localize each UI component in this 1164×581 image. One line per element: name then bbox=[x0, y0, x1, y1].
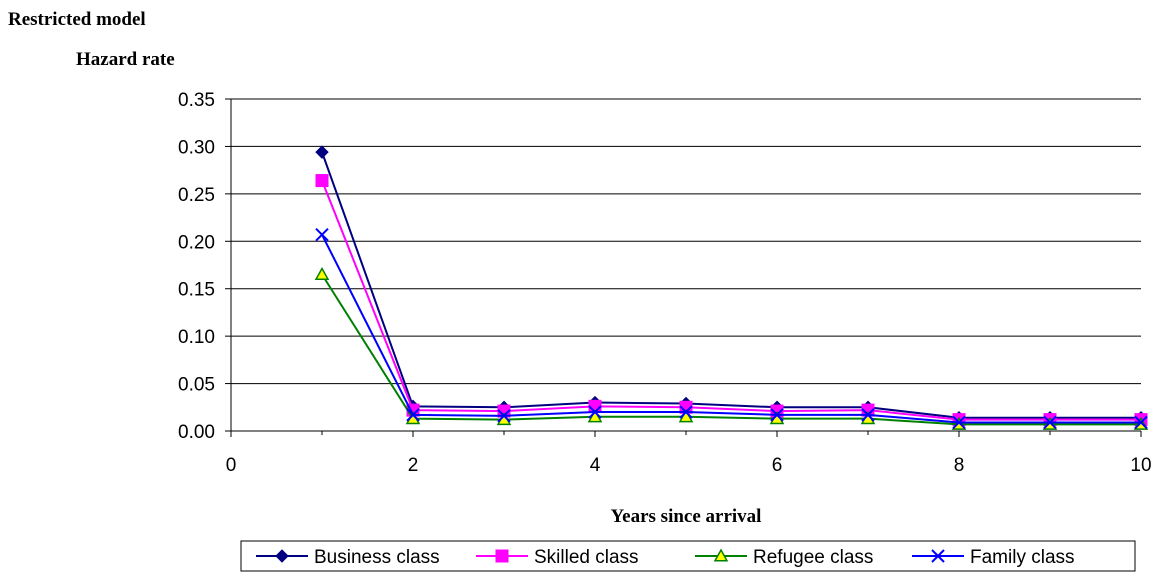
marker-stroke bbox=[315, 227, 329, 242]
legend-label: Refugee class bbox=[753, 547, 873, 568]
y-axis-label: Hazard rate bbox=[76, 49, 175, 70]
data-point-business-class bbox=[315, 145, 329, 159]
series-business-class bbox=[315, 145, 1148, 425]
x-tick-labels: 0 2 4 6 8 10 bbox=[226, 455, 1152, 476]
marker-stroke bbox=[861, 408, 875, 422]
marker-stroke bbox=[952, 415, 966, 430]
marker-stroke bbox=[1043, 415, 1057, 430]
marker-stroke bbox=[1134, 415, 1148, 430]
chart-title: Restricted model bbox=[8, 9, 146, 30]
data-point-family-class bbox=[406, 408, 420, 422]
y-tick-label: 0.30 bbox=[178, 137, 215, 158]
legend-item-family-class: Family class bbox=[912, 547, 1075, 568]
marker-stroke bbox=[770, 408, 784, 422]
marker-stroke bbox=[497, 409, 511, 423]
marker-stroke bbox=[931, 549, 945, 563]
data-point-family-class bbox=[770, 408, 784, 422]
data-point-family-class bbox=[952, 415, 966, 430]
x-tick-label: 8 bbox=[954, 455, 965, 476]
data-point-refugee-class bbox=[314, 266, 330, 281]
legend-box bbox=[240, 540, 1136, 572]
y-tick-label: 0.15 bbox=[178, 280, 215, 301]
data-point-family-class bbox=[497, 409, 511, 423]
y-tick-label: 0.20 bbox=[178, 232, 215, 253]
y-tick-label: 0.25 bbox=[178, 185, 215, 206]
gridlines bbox=[231, 98, 1141, 385]
y-tick-label: 0.05 bbox=[178, 375, 215, 396]
legend-label: Business class bbox=[314, 547, 440, 568]
series-line-skilled-class bbox=[321, 180, 1141, 421]
legend: Business class Skilled class Refugee class… bbox=[240, 540, 1136, 572]
series-line-business-class bbox=[321, 151, 1141, 419]
data-point-family-class bbox=[1134, 415, 1148, 430]
series-skilled-class bbox=[315, 174, 1148, 427]
y-tick-labels: 0.00 0.05 0.10 0.15 0.20 0.25 0.30 0.35 bbox=[178, 90, 215, 443]
axes bbox=[225, 98, 1142, 437]
data-point-family-class bbox=[1043, 415, 1057, 430]
data-point-family-class bbox=[315, 227, 329, 242]
legend-label: Skilled class bbox=[534, 547, 639, 568]
data-point-family-class bbox=[679, 405, 693, 419]
series-line-refugee-class bbox=[321, 273, 1141, 426]
series-layer bbox=[314, 145, 1149, 430]
data-point-skilled-class bbox=[315, 174, 329, 188]
x-tick-label: 4 bbox=[590, 455, 601, 476]
series-family-class bbox=[315, 227, 1148, 430]
x-tick-label: 2 bbox=[408, 455, 419, 476]
y-tick-label: 0.00 bbox=[178, 422, 215, 443]
x-axis-label: Years since arrival bbox=[611, 506, 762, 527]
x-tick-label: 10 bbox=[1130, 455, 1151, 476]
legend-item-business-class: Business class bbox=[256, 547, 440, 568]
legend-item-refugee-class: Refugee class bbox=[695, 547, 873, 568]
marker-stroke bbox=[588, 405, 602, 419]
legend-marker bbox=[275, 549, 289, 563]
legend-marker bbox=[931, 549, 945, 563]
legend-item-skilled-class: Skilled class bbox=[476, 547, 639, 568]
series-line-family-class bbox=[321, 234, 1141, 424]
legend-label: Family class bbox=[970, 547, 1075, 568]
y-tick-label: 0.10 bbox=[178, 327, 215, 348]
marker-stroke bbox=[406, 408, 420, 422]
legend-marker bbox=[713, 548, 729, 562]
y-tick-label: 0.35 bbox=[178, 90, 215, 111]
x-tick-label: 6 bbox=[772, 455, 783, 476]
legend-marker bbox=[495, 549, 509, 563]
x-tick-label: 0 bbox=[226, 455, 237, 476]
data-point-family-class bbox=[861, 408, 875, 422]
marker-stroke bbox=[679, 405, 693, 419]
data-point-family-class bbox=[588, 405, 602, 419]
